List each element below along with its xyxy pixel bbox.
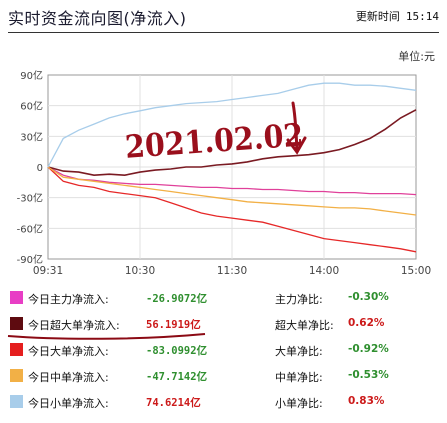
net-ratio-value: -0.30% xyxy=(348,291,389,303)
y-tick-label: 90亿 xyxy=(20,69,43,82)
legend-label: 今日中单净流入: xyxy=(28,371,109,384)
unit-label: 单位:元 xyxy=(398,50,435,63)
net-ratio-label: 中单净比: xyxy=(275,371,323,384)
x-tick-label: 14:00 xyxy=(309,265,339,277)
legend-swatch xyxy=(10,395,23,408)
series-line xyxy=(47,166,417,253)
y-tick-label: 0 xyxy=(37,163,43,174)
legend-row: 今日超大单净流入: 56.1919亿 超大单净比: 0.62% xyxy=(0,314,447,336)
net-ratio-value: 0.62% xyxy=(348,317,385,329)
y-tick-label: 60亿 xyxy=(20,100,43,113)
legend-row: 今日小单净流入: 74.6214亿 小单净比: 0.83% xyxy=(0,392,447,414)
x-tick-label: 15:00 xyxy=(401,265,431,277)
series-line xyxy=(47,166,417,216)
chart-title: 实时资金流向图(净流入) xyxy=(8,9,187,28)
net-ratio-label: 大单净比: xyxy=(275,345,323,358)
legend-row: 今日中单净流入: -47.7142亿 中单净比: -0.53% xyxy=(0,366,447,388)
legend-label: 今日小单净流入: xyxy=(28,397,109,410)
legend-swatch xyxy=(10,343,23,356)
y-tick-label: -30亿 xyxy=(17,192,43,205)
series-line xyxy=(47,82,417,168)
y-tick-label: -60亿 xyxy=(17,222,43,235)
net-inflow-value: -83.0992亿 xyxy=(146,345,208,357)
y-tick-label: 30亿 xyxy=(20,130,43,143)
update-label: 更新时间 xyxy=(355,10,400,23)
net-ratio-value: -0.53% xyxy=(348,369,389,381)
net-inflow-value: -47.7142亿 xyxy=(146,371,208,383)
handwritten-arrow xyxy=(286,101,307,155)
legend-swatch xyxy=(10,317,23,330)
legend-row: 今日主力净流入: -26.9072亿 主力净比: -0.30% xyxy=(0,288,447,310)
update-time-label: 更新时间 15:14 xyxy=(356,8,439,24)
series-line xyxy=(47,166,417,196)
net-ratio-label: 主力净比: xyxy=(275,293,323,306)
x-tick-label: 09:31 xyxy=(33,265,63,277)
net-inflow-value: 56.1919亿 xyxy=(146,319,201,331)
legend-label: 今日主力净流入: xyxy=(28,293,109,306)
legend-row: 今日大单净流入: -83.0992亿 大单净比: -0.92% xyxy=(0,340,447,362)
legend-swatch xyxy=(10,291,23,304)
y-tick-label: -90亿 xyxy=(17,253,43,266)
net-ratio-value: 0.83% xyxy=(348,395,385,407)
net-inflow-value: 74.6214亿 xyxy=(146,397,201,409)
net-inflow-value: -26.9072亿 xyxy=(146,293,208,305)
legend-swatch xyxy=(10,369,23,382)
series-line xyxy=(47,109,417,177)
title-divider xyxy=(8,32,439,33)
legend-label: 今日超大单净流入: xyxy=(28,319,120,332)
net-ratio-label: 超大单净比: xyxy=(275,319,334,332)
net-ratio-value: -0.92% xyxy=(348,343,389,355)
x-tick-label: 11:30 xyxy=(217,265,247,277)
legend-label: 今日大单净流入: xyxy=(28,345,109,358)
update-time: 15:14 xyxy=(405,10,439,23)
net-ratio-label: 小单净比: xyxy=(275,397,323,410)
x-tick-label: 10:30 xyxy=(125,265,155,277)
